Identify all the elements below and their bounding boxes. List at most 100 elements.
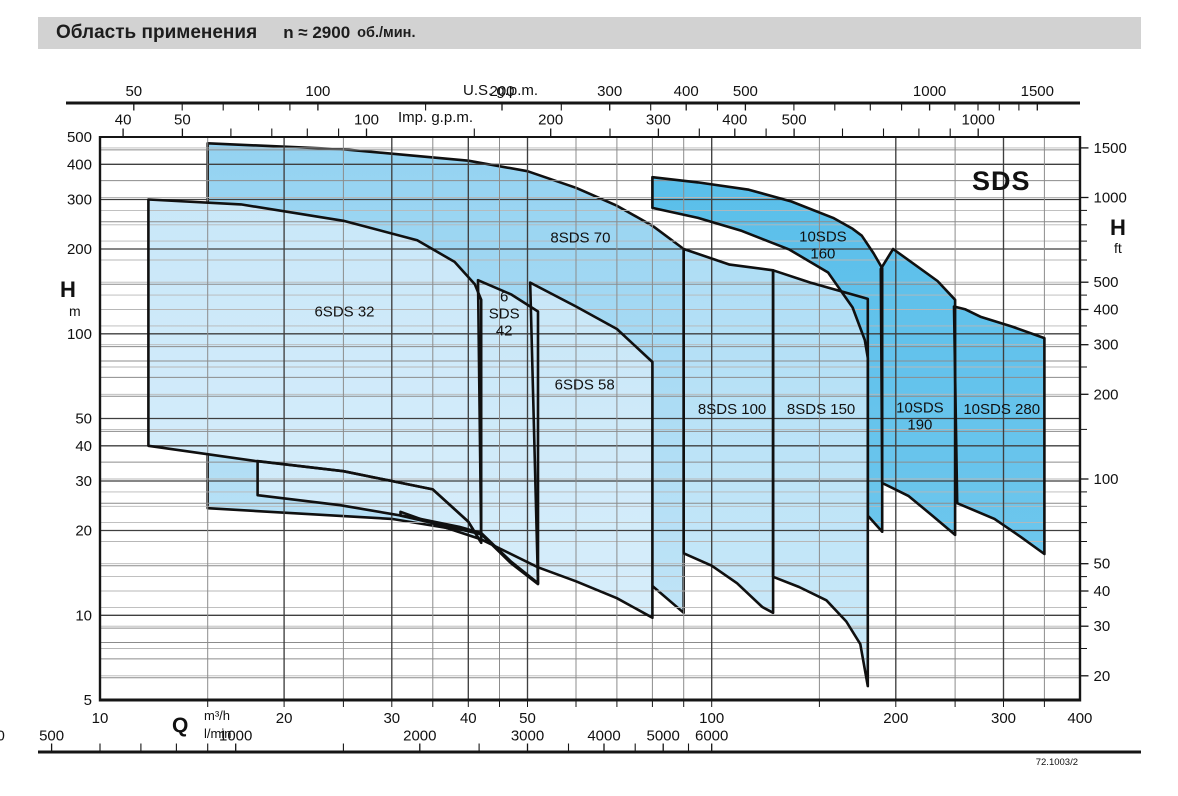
pump-region-8sds-150 bbox=[773, 270, 868, 687]
svg-text:300: 300 bbox=[991, 710, 1016, 727]
svg-text:400: 400 bbox=[674, 83, 699, 100]
svg-text:100: 100 bbox=[67, 326, 92, 343]
pump-region-outline-8sds-150 bbox=[771, 269, 870, 688]
speed-value: n ≈ 2900 bbox=[283, 23, 351, 42]
svg-text:200: 200 bbox=[883, 710, 908, 727]
svg-text:1000: 1000 bbox=[962, 112, 995, 129]
svg-text:5000: 5000 bbox=[647, 728, 680, 745]
head-axis-caption-left: H bbox=[60, 277, 76, 302]
svg-text:400: 400 bbox=[0, 728, 5, 745]
head-axis-caption-right: H bbox=[1110, 215, 1126, 240]
pump-region-outline-10sds-280 bbox=[952, 305, 1046, 556]
flow-m3h-axis: 10 20 30 40 50 100 200 300 400 bbox=[92, 700, 1092, 727]
svg-text:30: 30 bbox=[75, 473, 92, 490]
svg-text:400: 400 bbox=[67, 156, 92, 173]
plot-frame bbox=[98, 136, 1082, 702]
region-label-8sds-150: 8SDS 150 bbox=[787, 401, 855, 418]
svg-text:10: 10 bbox=[75, 607, 92, 624]
pump-region-outline-8sds-100 bbox=[682, 247, 775, 615]
imp-gpm-axis: 40 50 100 200 300 400 500 1000 bbox=[115, 112, 995, 136]
head-unit-m: m bbox=[69, 303, 81, 319]
svg-text:40: 40 bbox=[460, 710, 477, 727]
page-title: Область применения bbox=[56, 22, 258, 43]
svg-text:100: 100 bbox=[699, 710, 724, 727]
svg-text:40: 40 bbox=[1094, 583, 1111, 600]
svg-text:400: 400 bbox=[722, 112, 747, 129]
svg-text:1000: 1000 bbox=[913, 83, 946, 100]
svg-text:500: 500 bbox=[733, 83, 758, 100]
pump-region-outline-10sds-160 bbox=[651, 175, 884, 533]
region-label-10sds-280: 10SDS 280 bbox=[963, 401, 1040, 418]
gridlines bbox=[100, 137, 1080, 700]
svg-text:1000: 1000 bbox=[219, 728, 252, 745]
svg-text:500: 500 bbox=[782, 112, 807, 129]
svg-text:500: 500 bbox=[67, 129, 92, 146]
svg-text:400: 400 bbox=[1094, 302, 1119, 319]
svg-text:50: 50 bbox=[125, 83, 142, 100]
region-label-8sds-70: 8SDS 70 bbox=[550, 229, 610, 246]
svg-text:50: 50 bbox=[174, 112, 191, 129]
us-gpm-axis: 50 100 200 300 400 500 1000 1500 bbox=[66, 83, 1080, 111]
us-gpm-axis-caption: U.S. g.p.m. bbox=[463, 82, 539, 99]
svg-text:2000: 2000 bbox=[403, 728, 436, 745]
document-reference: 72.1003/2 bbox=[1035, 757, 1078, 768]
svg-text:1500: 1500 bbox=[1094, 140, 1127, 157]
svg-text:500: 500 bbox=[39, 728, 64, 745]
svg-text:200: 200 bbox=[489, 83, 514, 100]
pump-region-10sds-280 bbox=[954, 306, 1045, 554]
region-label-6sds-32: 6SDS 32 bbox=[314, 304, 374, 321]
svg-text:50: 50 bbox=[519, 710, 536, 727]
svg-text:1000: 1000 bbox=[1094, 190, 1127, 207]
svg-text:40: 40 bbox=[75, 438, 92, 455]
svg-text:200: 200 bbox=[1094, 386, 1119, 403]
head-ft-axis: 1500 1000 500 400 300 200 100 50 40 30 20 bbox=[1080, 140, 1127, 685]
svg-text:500: 500 bbox=[1094, 274, 1119, 291]
pump-region-outline-6sds-32 bbox=[147, 198, 483, 544]
svg-text:100: 100 bbox=[305, 83, 330, 100]
region-label-6sds-58: 6SDS 58 bbox=[555, 377, 615, 394]
svg-text:300: 300 bbox=[67, 192, 92, 209]
svg-text:20: 20 bbox=[1094, 668, 1111, 685]
svg-text:300: 300 bbox=[646, 112, 671, 129]
flow-unit-m3h: m³/h bbox=[204, 708, 230, 723]
region-label-10sds-190: 10SDS bbox=[896, 400, 944, 417]
region-label-6sds-42: SDS bbox=[489, 306, 520, 323]
region-label-8sds-100: 8SDS 100 bbox=[698, 401, 766, 418]
region-label-10sds-190: 190 bbox=[907, 417, 932, 434]
region-label-10sds-160: 10SDS bbox=[799, 228, 847, 245]
svg-text:50: 50 bbox=[1094, 556, 1111, 573]
svg-text:300: 300 bbox=[597, 83, 622, 100]
region-label-6sds-42: 6 bbox=[500, 289, 508, 306]
imp-gpm-axis-caption: Imp. g.p.m. bbox=[398, 109, 474, 126]
pump-region-10sds-160 bbox=[652, 177, 883, 532]
svg-text:400: 400 bbox=[1067, 710, 1092, 727]
series-name-label: SDS bbox=[972, 166, 1031, 196]
speed-unit: об./мин. bbox=[357, 25, 416, 41]
svg-text:20: 20 bbox=[276, 710, 293, 727]
svg-text:100: 100 bbox=[354, 112, 379, 129]
svg-text:300: 300 bbox=[1094, 337, 1119, 354]
svg-text:6000: 6000 bbox=[695, 728, 728, 745]
head-m-axis: 500 400 300 200 100 50 40 30 20 10 5 bbox=[67, 129, 92, 709]
svg-text:20: 20 bbox=[75, 523, 92, 540]
head-unit-ft: ft bbox=[1114, 240, 1122, 256]
svg-text:200: 200 bbox=[538, 112, 563, 129]
svg-text:5: 5 bbox=[84, 692, 92, 709]
flow-axis-caption: Q bbox=[172, 714, 189, 737]
flow-unit-lmin: l/min bbox=[204, 726, 232, 741]
pump-region-outline-10sds-190 bbox=[879, 247, 957, 537]
svg-text:200: 200 bbox=[67, 241, 92, 258]
region-label-10sds-160: 160 bbox=[810, 245, 835, 262]
svg-text:10: 10 bbox=[92, 710, 109, 727]
svg-text:4000: 4000 bbox=[587, 728, 620, 745]
svg-text:100: 100 bbox=[1094, 471, 1119, 488]
svg-text:30: 30 bbox=[383, 710, 400, 727]
pump-region-10sds-190 bbox=[880, 249, 956, 535]
svg-text:1500: 1500 bbox=[1021, 83, 1054, 100]
svg-text:50: 50 bbox=[75, 411, 92, 428]
region-label-6sds-42: 42 bbox=[496, 323, 513, 340]
flow-lmin-axis: 200300400500100020003000400050006000 bbox=[0, 728, 1141, 754]
